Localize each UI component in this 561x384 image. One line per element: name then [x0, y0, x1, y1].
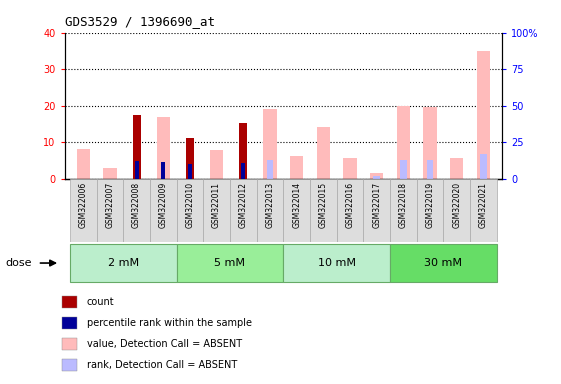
Text: GSM322009: GSM322009: [159, 182, 168, 228]
Bar: [188, 164, 192, 179]
Bar: [96, 179, 123, 242]
Bar: [470, 179, 496, 242]
Bar: [397, 106, 410, 179]
Text: percentile rank within the sample: percentile rank within the sample: [87, 318, 252, 328]
Bar: [477, 51, 490, 179]
Bar: [161, 162, 165, 179]
Bar: [132, 115, 141, 179]
Bar: [364, 179, 390, 242]
Bar: [177, 179, 203, 242]
Text: GSM322007: GSM322007: [105, 182, 114, 228]
Text: GSM322016: GSM322016: [346, 182, 355, 228]
Bar: [417, 179, 443, 242]
Text: dose: dose: [6, 258, 32, 268]
Bar: [424, 108, 436, 179]
Bar: [374, 176, 380, 179]
Bar: [240, 123, 247, 179]
Bar: [210, 150, 223, 179]
Bar: [62, 317, 77, 329]
Bar: [290, 156, 304, 179]
Text: GSM322015: GSM322015: [319, 182, 328, 228]
Bar: [241, 162, 245, 179]
Text: GSM322020: GSM322020: [452, 182, 461, 228]
Bar: [337, 179, 364, 242]
Text: GSM322013: GSM322013: [265, 182, 274, 228]
Bar: [266, 161, 273, 179]
Text: GSM322010: GSM322010: [186, 182, 195, 228]
Bar: [390, 244, 496, 282]
Bar: [76, 149, 90, 179]
Bar: [62, 296, 77, 308]
Bar: [283, 179, 310, 242]
Text: 30 mM: 30 mM: [424, 258, 462, 268]
Bar: [103, 168, 117, 179]
Text: GSM322021: GSM322021: [479, 182, 488, 228]
Text: value, Detection Call = ABSENT: value, Detection Call = ABSENT: [87, 339, 242, 349]
Bar: [400, 161, 407, 179]
Bar: [186, 138, 194, 179]
Text: GSM322019: GSM322019: [426, 182, 435, 228]
Text: GDS3529 / 1396690_at: GDS3529 / 1396690_at: [65, 15, 214, 28]
Bar: [390, 179, 417, 242]
Text: GSM322017: GSM322017: [372, 182, 381, 228]
Bar: [283, 244, 390, 282]
Text: 10 mM: 10 mM: [318, 258, 356, 268]
Bar: [343, 159, 357, 179]
Bar: [135, 161, 139, 179]
Bar: [370, 173, 383, 179]
Text: rank, Detection Call = ABSENT: rank, Detection Call = ABSENT: [87, 360, 237, 370]
Text: 5 mM: 5 mM: [214, 258, 246, 268]
Bar: [70, 244, 177, 282]
Text: GSM322018: GSM322018: [399, 182, 408, 228]
Text: GSM322008: GSM322008: [132, 182, 141, 228]
Bar: [62, 338, 77, 350]
Text: GSM322011: GSM322011: [212, 182, 221, 228]
Bar: [263, 109, 277, 179]
Bar: [230, 179, 256, 242]
Text: GSM322006: GSM322006: [79, 182, 88, 228]
Bar: [157, 117, 170, 179]
Bar: [427, 161, 434, 179]
Bar: [256, 179, 283, 242]
Text: 2 mM: 2 mM: [108, 258, 139, 268]
Bar: [177, 244, 283, 282]
Text: GSM322012: GSM322012: [239, 182, 248, 228]
Text: GSM322014: GSM322014: [292, 182, 301, 228]
Bar: [316, 127, 330, 179]
Bar: [150, 179, 177, 242]
Bar: [62, 359, 77, 371]
Bar: [310, 179, 337, 242]
Bar: [203, 179, 230, 242]
Text: count: count: [87, 297, 114, 307]
Bar: [480, 154, 487, 179]
Bar: [450, 159, 463, 179]
Bar: [123, 179, 150, 242]
Bar: [443, 179, 470, 242]
Bar: [70, 179, 96, 242]
